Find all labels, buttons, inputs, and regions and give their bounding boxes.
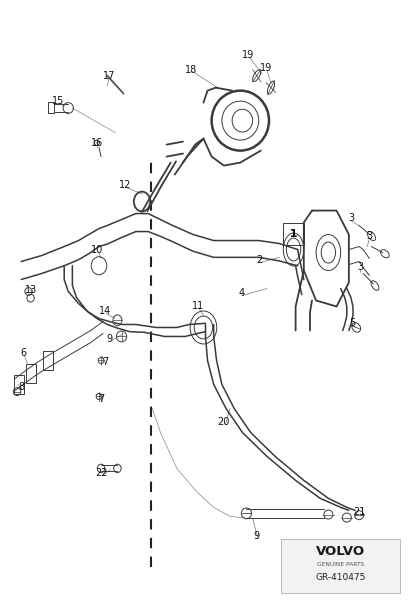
Bar (14, 375, 24, 394)
Text: 13: 13 (25, 285, 37, 295)
Text: 18: 18 (185, 65, 197, 75)
Text: 1: 1 (289, 229, 297, 239)
Text: 12: 12 (120, 180, 132, 191)
Text: 2: 2 (256, 255, 263, 265)
Text: GENUINE PARTS: GENUINE PARTS (317, 562, 364, 567)
Text: 19: 19 (242, 50, 255, 59)
Text: 4: 4 (238, 288, 245, 298)
Bar (26, 364, 36, 383)
Text: 14: 14 (99, 307, 111, 316)
Text: 8: 8 (18, 382, 24, 392)
Text: 17: 17 (103, 71, 115, 81)
Text: 22: 22 (95, 468, 107, 478)
Text: 19: 19 (260, 64, 272, 73)
Text: 3: 3 (349, 213, 355, 223)
Text: 1: 1 (289, 229, 297, 239)
Text: 15: 15 (52, 96, 64, 106)
Bar (281, 539, 400, 593)
Text: 5: 5 (349, 319, 355, 328)
Text: 10: 10 (91, 245, 103, 255)
Text: 21: 21 (353, 507, 365, 517)
Bar (282, 222, 304, 245)
Bar (43, 351, 53, 370)
Text: 16: 16 (91, 138, 103, 148)
Text: 6: 6 (20, 348, 26, 358)
Text: 7: 7 (102, 357, 108, 367)
Text: 9: 9 (254, 531, 260, 540)
Text: 9: 9 (106, 335, 112, 344)
Text: 3: 3 (357, 262, 363, 272)
Text: VOLVO: VOLVO (316, 545, 365, 558)
Text: 7: 7 (98, 394, 104, 404)
Text: GR-410475: GR-410475 (316, 573, 366, 582)
Text: 3: 3 (366, 231, 372, 241)
Text: 20: 20 (218, 417, 230, 427)
Text: 11: 11 (192, 302, 205, 311)
